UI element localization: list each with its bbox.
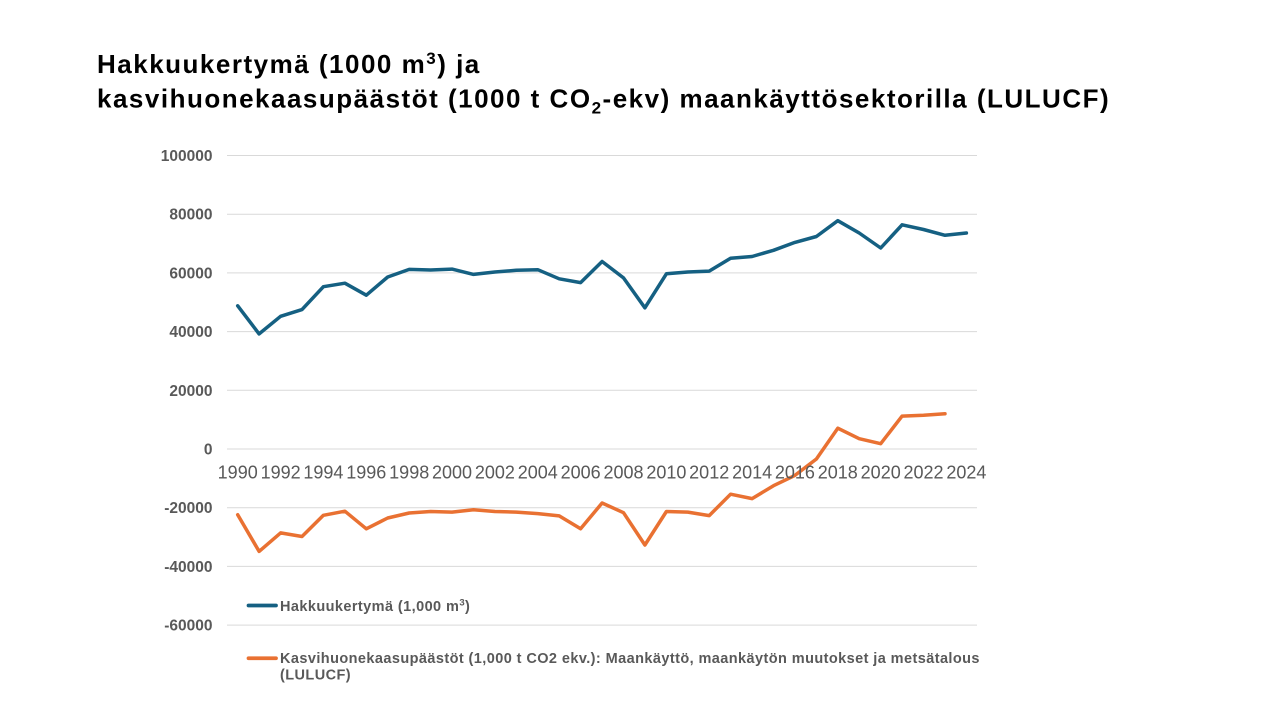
svg-text:2018: 2018 (818, 463, 858, 483)
svg-text:2002: 2002 (475, 463, 515, 483)
svg-text:2024: 2024 (946, 463, 986, 483)
svg-text:1990: 1990 (218, 463, 258, 483)
svg-text:1996: 1996 (346, 463, 386, 483)
svg-text:(LULUCF): (LULUCF) (280, 668, 351, 684)
svg-text:60000: 60000 (169, 265, 212, 282)
svg-text:-20000: -20000 (164, 500, 212, 517)
svg-text:0: 0 (204, 442, 213, 459)
svg-text:2008: 2008 (603, 463, 643, 483)
svg-text:Hakkuukertymä (1,000 m3): Hakkuukertymä (1,000 m3) (280, 598, 470, 616)
svg-text:2004: 2004 (518, 463, 558, 483)
svg-text:1994: 1994 (303, 463, 343, 483)
svg-text:2016: 2016 (775, 463, 815, 483)
svg-text:kasvihuonekaasupäästöt (1000 t: kasvihuonekaasupäästöt (1000 t CO2-ekv) … (97, 84, 1110, 118)
svg-text:2014: 2014 (732, 463, 772, 483)
svg-text:Hakkuukertymä (1000 m3) ja: Hakkuukertymä (1000 m3) ja (97, 49, 481, 79)
svg-text:2012: 2012 (689, 463, 729, 483)
svg-text:2000: 2000 (432, 463, 472, 483)
svg-text:Kasvihuonekaasupäästöt (1,000: Kasvihuonekaasupäästöt (1,000 t CO2 ekv.… (280, 651, 980, 667)
svg-text:100000: 100000 (161, 148, 213, 165)
svg-text:-60000: -60000 (164, 618, 212, 635)
svg-text:1992: 1992 (261, 463, 301, 483)
svg-text:2020: 2020 (861, 463, 901, 483)
svg-text:80000: 80000 (169, 207, 212, 224)
svg-text:-40000: -40000 (164, 559, 212, 576)
svg-text:2022: 2022 (903, 463, 943, 483)
svg-text:20000: 20000 (169, 383, 212, 400)
svg-text:1998: 1998 (389, 463, 429, 483)
svg-text:2010: 2010 (646, 463, 686, 483)
svg-text:40000: 40000 (169, 324, 212, 341)
svg-text:2006: 2006 (561, 463, 601, 483)
